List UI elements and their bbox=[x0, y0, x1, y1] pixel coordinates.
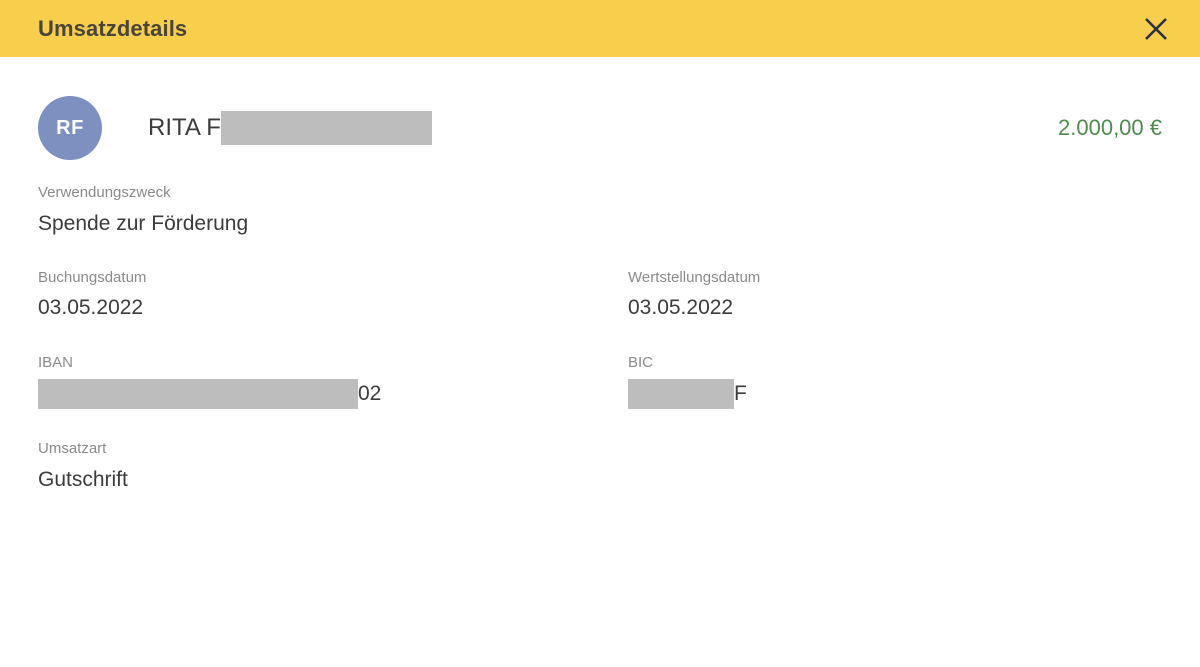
iban-redaction bbox=[38, 379, 358, 410]
transaction-fields: Verwendungszweck Spende zur Förderung Bu… bbox=[38, 153, 1162, 494]
bic-redaction bbox=[628, 379, 734, 410]
page-title: Umsatzdetails bbox=[38, 15, 188, 41]
counterparty-name: RITA F bbox=[148, 111, 432, 145]
close-button[interactable] bbox=[1134, 7, 1178, 51]
field-label-wertstellungsdatum: Wertstellungsdatum bbox=[628, 268, 761, 286]
field-umsatzart: Umsatzart Gutschrift bbox=[38, 409, 1162, 494]
field-label-verwendungszweck: Verwendungszweck bbox=[38, 184, 171, 201]
transaction-summary-row: RF RITA F 2.000,00 € bbox=[38, 57, 1162, 160]
field-value-umsatzart: Gutschrift bbox=[38, 467, 128, 491]
avatar-initials: RF bbox=[56, 116, 84, 139]
field-verwendungszweck: Verwendungszweck Spende zur Förderung bbox=[38, 153, 1162, 238]
field-label-umsatzart: Umsatzart bbox=[38, 440, 107, 458]
avatar: RF bbox=[38, 96, 102, 160]
field-value-iban: 02 bbox=[38, 379, 628, 410]
field-bic: BIC F bbox=[628, 323, 1162, 410]
field-label-iban: IBAN bbox=[38, 353, 74, 371]
dialog-header: Umsatzdetails bbox=[0, 0, 1200, 57]
field-label-buchungsdatum: Buchungsdatum bbox=[38, 268, 147, 286]
counterparty-name-redaction bbox=[220, 111, 432, 145]
field-value-verwendungszweck: Spende zur Förderung bbox=[38, 211, 249, 235]
bic-visible-suffix: F bbox=[734, 382, 747, 406]
counterparty-name-text: RITA F bbox=[148, 114, 221, 141]
iban-visible-suffix: 02 bbox=[358, 382, 382, 406]
dialog-body: RF RITA F 2.000,00 € Verwendungszweck Sp… bbox=[0, 57, 1200, 494]
field-value-bic: F bbox=[628, 379, 1162, 410]
transaction-amount: 2.000,00 € bbox=[1058, 115, 1162, 140]
field-iban: IBAN 02 bbox=[38, 323, 628, 410]
field-wertstellungsdatum: Wertstellungsdatum 03.05.2022 bbox=[628, 238, 1162, 323]
field-value-wertstellungsdatum: 03.05.2022 bbox=[628, 296, 734, 320]
close-icon bbox=[1142, 15, 1170, 43]
field-buchungsdatum: Buchungsdatum 03.05.2022 bbox=[38, 238, 628, 323]
field-value-buchungsdatum: 03.05.2022 bbox=[38, 296, 144, 320]
field-label-bic: BIC bbox=[628, 353, 654, 371]
